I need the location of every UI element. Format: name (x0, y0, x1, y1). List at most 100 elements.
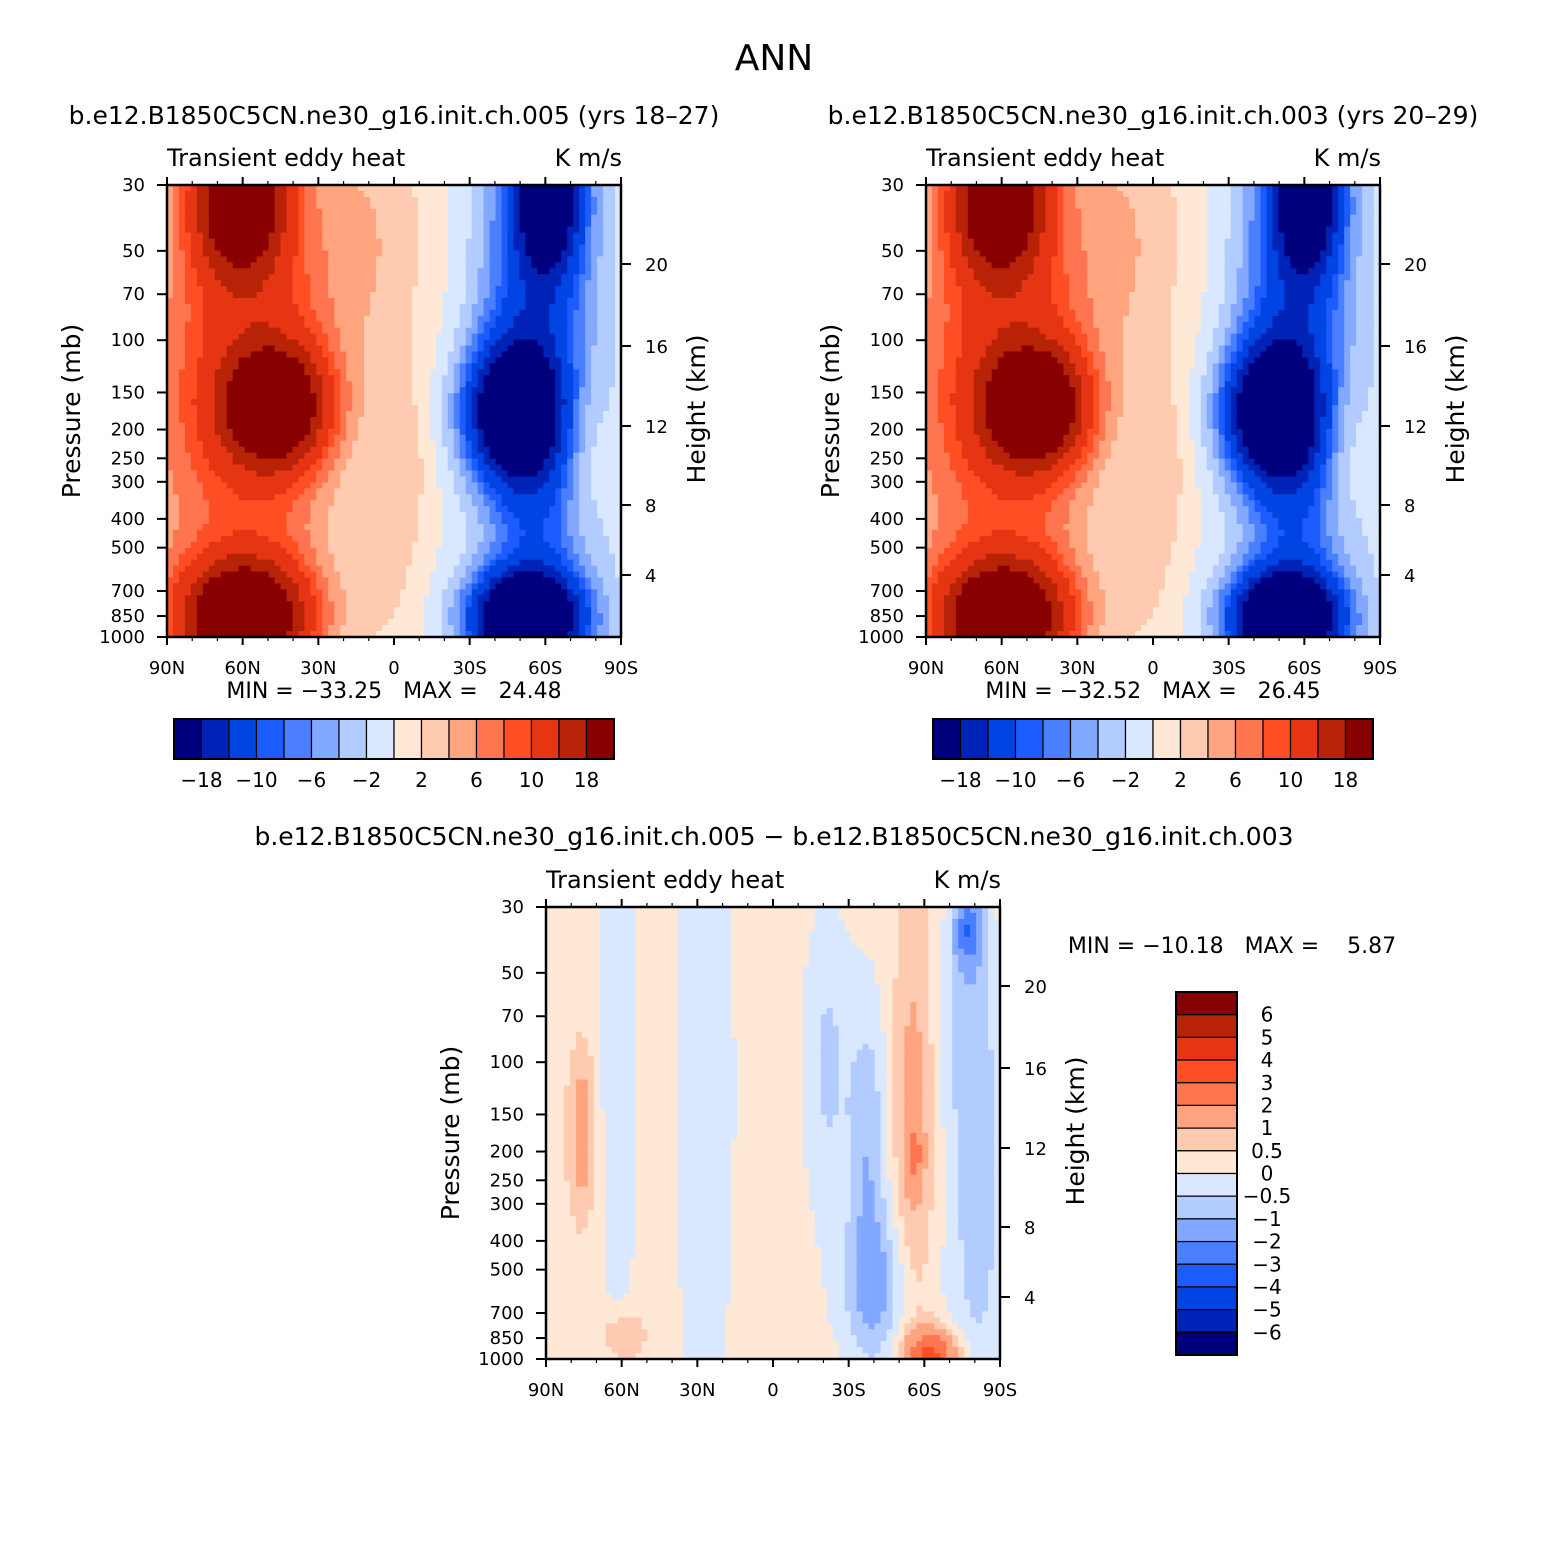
contour-cell (411, 292, 419, 299)
contour-cell (346, 190, 353, 198)
contour-cell (316, 232, 323, 240)
contour-cell (483, 357, 491, 365)
contour-cell (489, 262, 497, 269)
contour-cell (167, 375, 174, 382)
contour-cell (573, 274, 580, 281)
contour-cell (250, 470, 258, 478)
contour-cell (489, 333, 497, 341)
contour-cell (376, 506, 383, 513)
contour-cell (567, 399, 574, 406)
contour-cell (489, 185, 497, 192)
contour-cell (202, 214, 210, 222)
contour-cell (178, 268, 186, 275)
contour-cell (435, 208, 443, 216)
contour-cell (334, 315, 341, 323)
contour-cell (352, 298, 359, 305)
contour-cell (316, 494, 323, 501)
contour-cell (483, 470, 491, 478)
contour-cell (453, 494, 461, 501)
contour-cell (531, 381, 538, 388)
contour-cell (447, 280, 455, 287)
contour-cell (597, 440, 604, 448)
contour-cell (280, 399, 288, 406)
contour-cell (370, 476, 377, 483)
contour-cell (190, 405, 198, 412)
contour-cell (429, 185, 437, 192)
contour-cell (423, 369, 431, 376)
contour-cell (519, 280, 527, 287)
contour-cell (202, 309, 210, 317)
contour-cell (603, 405, 610, 412)
contour-cell (405, 428, 413, 436)
contour-cell (214, 315, 222, 323)
contour-cell (561, 315, 568, 323)
contour-cell (561, 190, 568, 198)
contour-cell (573, 422, 580, 430)
contour-cell (382, 446, 389, 454)
contour-cell (417, 309, 425, 317)
contour-cell (190, 238, 198, 246)
contour-cell (573, 446, 580, 454)
contour-cell (417, 190, 425, 198)
contour-cell (441, 446, 449, 454)
contour-cell (453, 393, 461, 400)
contour-cell (184, 518, 192, 525)
contour-cell (399, 333, 407, 341)
contour-cell (603, 298, 610, 305)
contour-cell (495, 381, 503, 388)
contour-cell (202, 399, 210, 406)
contour-cell (196, 339, 204, 347)
contour-cell (429, 464, 437, 472)
contour-cell (417, 422, 425, 430)
contour-cell (453, 357, 461, 365)
contour-cell (561, 185, 568, 192)
contour-cell (501, 529, 509, 537)
contour-cell (226, 262, 234, 269)
contour-cell (501, 220, 509, 228)
contour-cell (322, 351, 329, 359)
contour-cell (280, 286, 288, 293)
contour-cell (459, 202, 467, 210)
contour-cell (597, 208, 604, 216)
contour-cell (465, 416, 473, 424)
contour-cell (531, 470, 538, 478)
contour-cell (441, 185, 449, 192)
contour-cell (214, 303, 222, 311)
contour-cell (334, 559, 341, 567)
contour-cell (513, 494, 521, 501)
contour-cell (214, 428, 222, 436)
contour-cell (447, 434, 455, 442)
contour-cell (531, 494, 538, 501)
contour-cell (316, 565, 323, 573)
contour-cell (609, 565, 616, 573)
contour-cell (435, 375, 443, 382)
contour-cell (167, 422, 174, 430)
contour-cell (352, 452, 359, 460)
contour-cell (292, 339, 300, 347)
contour-cell (226, 506, 234, 513)
contour-cell (316, 464, 323, 472)
contour-cell (184, 286, 192, 293)
contour-cell (465, 381, 473, 388)
contour-cell (555, 351, 562, 359)
contour-cell (178, 363, 186, 370)
contour-cell (346, 214, 353, 222)
contour-cell (471, 565, 479, 573)
contour-cell (459, 571, 467, 579)
contour-cell (172, 345, 180, 353)
contour-cell (232, 190, 240, 198)
contour-cell (573, 482, 580, 489)
contour-cell (376, 232, 383, 240)
contour-cell (555, 500, 562, 507)
contour-cell (220, 375, 228, 382)
contour-cell (226, 244, 234, 252)
contour-cell (561, 529, 568, 537)
contour-cell (304, 357, 311, 365)
contour-cell (531, 482, 538, 489)
contour-cell (328, 369, 335, 376)
contour-cell (537, 428, 544, 436)
contour-cell (513, 321, 521, 329)
contour-cell (603, 440, 610, 448)
contour-cell (525, 506, 532, 513)
contour-cell (394, 315, 401, 323)
